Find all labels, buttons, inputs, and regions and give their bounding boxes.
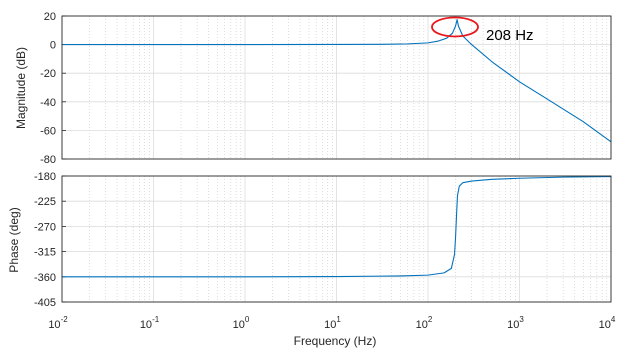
- x-tick-label: 101: [324, 315, 341, 331]
- y-tick-label: -315: [34, 247, 56, 259]
- y-tick-label: -180: [34, 171, 56, 183]
- y-tick-label: -225: [34, 196, 56, 208]
- series-line-0: [62, 19, 612, 143]
- x-tick-label: 104: [599, 315, 616, 331]
- panel-1: -180 -225 -270 -315 -360 -405 10-2 10-1 100 101 10…: [34, 171, 616, 331]
- y-tick-label: -80: [40, 154, 56, 166]
- y-tick-label: -40: [40, 97, 56, 109]
- y-tick-label: -360: [34, 272, 56, 284]
- magnitude-ylabel: Magnitude (dB): [14, 47, 28, 129]
- axes-box: [61, 175, 612, 303]
- y-tick-label: 0: [50, 40, 56, 52]
- panel-0: 20 0 -20 -40 -60 -80: [40, 11, 612, 166]
- y-tick-label: 20: [44, 11, 56, 23]
- y-tick-label: -60: [40, 125, 56, 137]
- frequency-xlabel: Frequency (Hz): [294, 334, 377, 348]
- x-tick-label: 10-2: [48, 315, 68, 331]
- y-tick-label: -20: [40, 68, 56, 80]
- series-line-0: [62, 176, 612, 278]
- y-tick-label: -405: [34, 297, 56, 309]
- x-tick-label: 100: [233, 315, 250, 331]
- x-tick-label: 10-1: [140, 315, 160, 331]
- x-tick-label: 103: [507, 315, 524, 331]
- axes-box: [61, 15, 612, 160]
- peak-highlight-ellipse: [431, 16, 479, 38]
- x-tick-label: 102: [416, 315, 433, 331]
- peak-frequency-annotation: 208 Hz: [486, 27, 534, 44]
- phase-ylabel: Phase (deg): [7, 207, 21, 272]
- y-tick-label: -270: [34, 221, 56, 233]
